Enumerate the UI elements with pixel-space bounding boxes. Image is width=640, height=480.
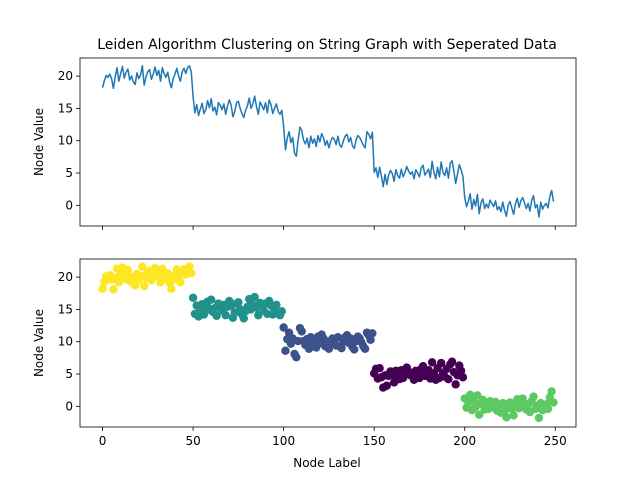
bottom-x-tick-label: 200 — [453, 434, 476, 448]
cluster-1-point — [185, 262, 194, 271]
cluster-1-point — [138, 262, 147, 271]
cluster-3-point — [279, 323, 288, 332]
cluster-3-point — [281, 346, 290, 355]
top-subplot: 0 5 10 15 20 — [58, 57, 577, 230]
bottom-y-axis-label: Node Value — [32, 309, 46, 377]
cluster-3-point — [337, 343, 346, 353]
bottom-x-tick-label: 0 — [99, 434, 107, 448]
cluster-4-point — [451, 380, 460, 389]
cluster-4-point — [456, 366, 466, 375]
bottom-x-tick-label: 100 — [272, 434, 295, 448]
cluster-4-point — [458, 373, 468, 382]
bottom-x-tick-label: 50 — [185, 434, 200, 448]
cluster-5-point — [475, 410, 484, 419]
cluster-2-point — [250, 292, 259, 302]
bottom-y-tick-label: 10 — [58, 335, 73, 349]
cluster-1-point — [123, 265, 133, 275]
cluster-5-point — [529, 392, 538, 401]
bottom-y-tick-label: 20 — [58, 270, 73, 284]
bottom-y-tick-label: 5 — [65, 367, 73, 381]
cluster-3-point — [292, 353, 301, 362]
cluster-1-point — [109, 285, 118, 294]
top-y-tick-label: 0 — [65, 198, 73, 212]
cluster-1-point — [176, 278, 185, 287]
cluster-2-point — [212, 311, 221, 321]
cluster-1-point — [187, 269, 196, 278]
bottom-x-axis-label: Node Label — [293, 456, 361, 470]
node-value-line — [101, 65, 555, 218]
cluster-5-point — [534, 413, 544, 423]
cluster-5-point — [502, 413, 511, 422]
cluster-5-point — [549, 398, 558, 407]
cluster-3-point — [366, 335, 375, 344]
cluster-4-point — [427, 358, 437, 367]
cluster-2-point — [272, 300, 281, 310]
cluster-5-point — [543, 404, 553, 414]
cluster-4-point — [382, 381, 392, 390]
cluster-3-point — [368, 329, 377, 338]
cluster-3-point — [360, 344, 370, 354]
bottom-x-tick-label: 250 — [544, 434, 567, 448]
cluster-2-point — [221, 311, 230, 320]
top-y-axis-label: Node Value — [32, 108, 46, 176]
cluster-4-point — [436, 358, 446, 368]
cluster-5-point — [547, 387, 556, 396]
cluster-1-point — [163, 269, 172, 278]
cluster-2-point — [239, 314, 248, 323]
cluster-2-point — [234, 298, 243, 307]
cluster-2-point — [188, 293, 198, 302]
cluster-4-point — [375, 364, 384, 373]
top-y-tick-label: 15 — [58, 101, 73, 115]
cluster-1-point — [98, 284, 107, 293]
cluster-1-point — [167, 284, 176, 293]
cluster-5-point — [509, 411, 518, 420]
cluster-4-point — [447, 357, 457, 366]
cluster-3-point — [297, 327, 306, 336]
cluster-3-point — [350, 345, 359, 354]
cluster-2-point — [277, 307, 287, 316]
bottom-frame — [79, 258, 577, 428]
cluster-4-point — [444, 374, 453, 384]
bottom-x-tick-label: 150 — [363, 434, 386, 448]
bottom-y-tick-label: 15 — [58, 302, 73, 316]
cluster-2-point — [207, 295, 216, 304]
cluster-3-point — [324, 344, 334, 354]
top-y-tick-label: 20 — [58, 69, 73, 83]
cluster-1-point — [140, 281, 149, 291]
top-y-tick-label: 5 — [65, 166, 73, 180]
top-frame — [79, 57, 577, 227]
chart-title: Leiden Algorithm Clustering on String Gr… — [97, 37, 557, 53]
bottom-y-tick-label: 0 — [65, 399, 73, 413]
top-y-tick-label: 10 — [58, 134, 73, 148]
